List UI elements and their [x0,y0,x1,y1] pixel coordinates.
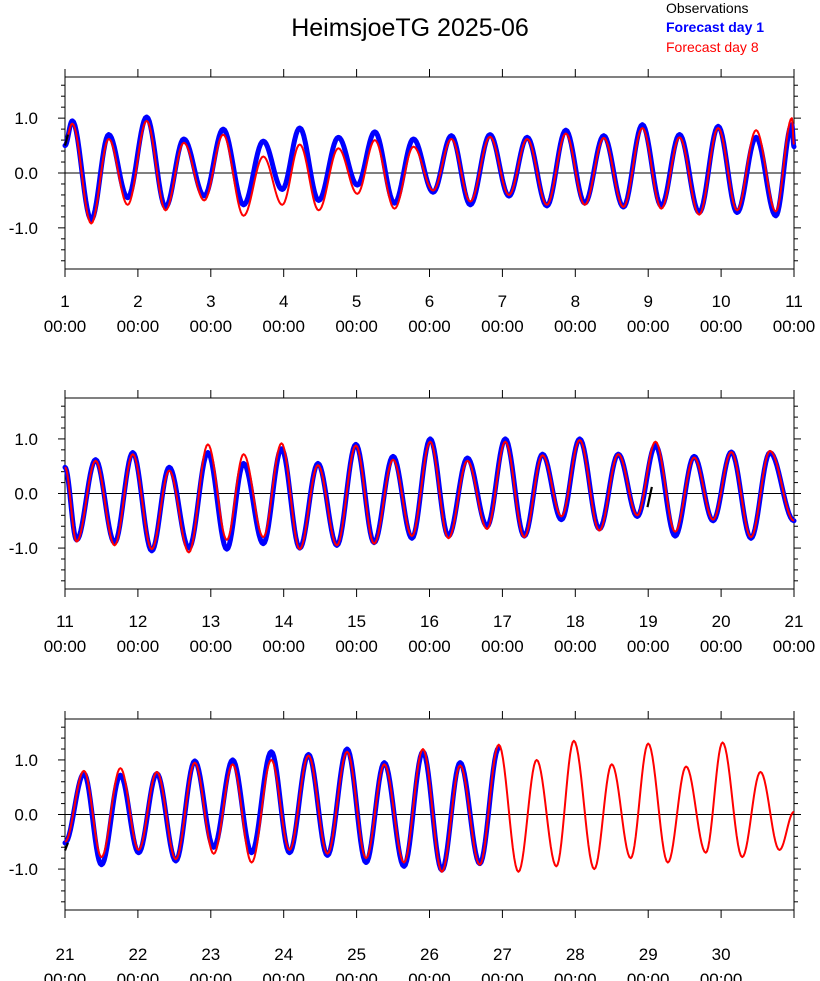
x-tick-label-day: 10 [712,292,731,311]
x-tick-label-time: 00:00 [335,317,378,336]
x-tick-label-time: 00:00 [44,317,87,336]
x-tick-label-time: 00:00 [117,970,160,981]
x-tick-label-day: 14 [274,612,293,631]
series-forecast-day-8 [64,117,795,225]
panel-1: -1.0 0.0 1.0 1 00:00 2 00:00 3 00:00 4 00:00 5 00:00… [9,69,816,336]
x-tick-label-time: 00:00 [262,970,305,981]
x-tick-label-time: 00:00 [117,637,160,656]
x-tick-label-day: 13 [201,612,220,631]
x-tick-label-time: 00:00 [408,317,451,336]
x-tick-label-day: 21 [785,612,804,631]
series-forecast-day-8 [64,739,795,873]
x-tick-label-day: 11 [56,612,74,631]
y-tick-label: -1.0 [9,539,38,558]
series-observations [63,842,69,851]
x-tick-label-time: 00:00 [481,317,524,336]
panel-2: -1.0 0.0 1.0 11 00:00 12 00:00 13 00:00 14 00:00 15… [9,390,816,656]
x-tick-label-day: 4 [279,292,288,311]
y-tick-label: 0.0 [14,485,38,504]
x-tick-label-time: 00:00 [481,970,524,981]
x-tick-label-day: 23 [201,945,220,964]
x-tick-label-time: 00:00 [335,637,378,656]
x-tick-label-time: 00:00 [700,317,743,336]
y-tick-label: 0.0 [14,164,38,183]
x-tick-label-time: 00:00 [190,637,233,656]
y-tick-label: 1.0 [14,430,38,449]
y-tick-label: 0.0 [14,806,38,825]
x-tick-label-day: 2 [133,292,142,311]
x-tick-label-day: 25 [347,945,366,964]
x-tick-label-time: 00:00 [554,970,597,981]
legend-forecast-day-1: Forecast day 1 [666,19,765,35]
x-tick-label-day: 19 [639,612,658,631]
x-tick-label-time: 00:00 [408,970,451,981]
x-tick-label-time: 00:00 [627,317,670,336]
x-tick-label-time: 00:00 [700,637,743,656]
x-tick-label-day: 20 [712,612,731,631]
x-tick-label-day: 12 [128,612,147,631]
y-tick-label: -1.0 [9,860,38,879]
x-tick-label-time: 00:00 [44,970,87,981]
legend-forecast-day-8: Forecast day 8 [666,39,759,55]
x-tick-label-time: 00:00 [190,970,233,981]
x-tick-label-day: 8 [571,292,580,311]
x-tick-label-time: 00:00 [773,637,816,656]
x-tick-label-day: 21 [56,945,75,964]
x-tick-label-day: 9 [643,292,652,311]
x-tick-label-time: 00:00 [262,317,305,336]
x-tick-label-day: 30 [712,945,731,964]
x-tick-label-day: 29 [639,945,658,964]
x-tick-label-day: 26 [420,945,439,964]
x-tick-label-time: 00:00 [190,317,233,336]
x-tick-label-time: 00:00 [627,637,670,656]
x-tick-label-time: 00:00 [554,637,597,656]
x-tick-label-day: 27 [493,945,512,964]
x-tick-label-day: 3 [206,292,215,311]
x-tick-label-day: 24 [274,945,293,964]
series-forecast-day-8 [64,439,795,554]
x-tick-label-time: 00:00 [117,317,160,336]
series-forecast-day-1 [62,114,797,223]
x-tick-label-day: 28 [566,945,585,964]
panel-3: -1.0 0.0 1.0 21 00:00 22 00:00 23 00:00 24 00:00 25… [9,711,801,981]
y-tick-label: -1.0 [9,219,38,238]
x-tick-label-time: 00:00 [335,970,378,981]
x-tick-label-day: 1 [60,292,69,311]
y-tick-label: 1.0 [14,751,38,770]
x-tick-label-day: 7 [498,292,507,311]
x-tick-label-day: 22 [128,945,147,964]
x-tick-label-time: 00:00 [554,317,597,336]
chart-title: HeimsjoeTG 2025-06 [291,14,529,42]
x-tick-label-day: 16 [420,612,439,631]
y-tick-label: 1.0 [14,109,38,128]
series-observations [646,486,653,508]
x-tick-label-day: 6 [425,292,434,311]
x-tick-label-time: 00:00 [44,637,87,656]
x-tick-label-day: 11 [785,292,803,311]
x-tick-label-time: 00:00 [408,637,451,656]
x-tick-label-day: 5 [352,292,361,311]
series-observations [63,134,69,146]
x-tick-label-time: 00:00 [700,970,743,981]
legend-observations: Observations [666,0,749,16]
x-tick-label-day: 17 [493,612,512,631]
x-tick-label-time: 00:00 [627,970,670,981]
x-tick-label-day: 18 [566,612,585,631]
x-tick-label-time: 00:00 [773,317,816,336]
x-tick-label-time: 00:00 [481,637,524,656]
x-tick-label-time: 00:00 [262,637,305,656]
x-tick-label-day: 15 [347,612,366,631]
